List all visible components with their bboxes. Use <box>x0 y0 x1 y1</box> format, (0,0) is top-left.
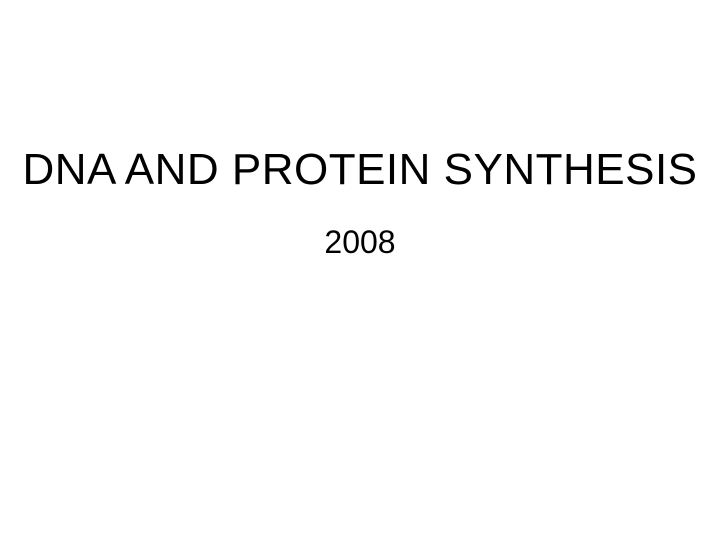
slide-title: DNA AND PROTEIN SYNTHESIS <box>22 145 697 196</box>
slide-subtitle: 2008 <box>324 224 395 261</box>
